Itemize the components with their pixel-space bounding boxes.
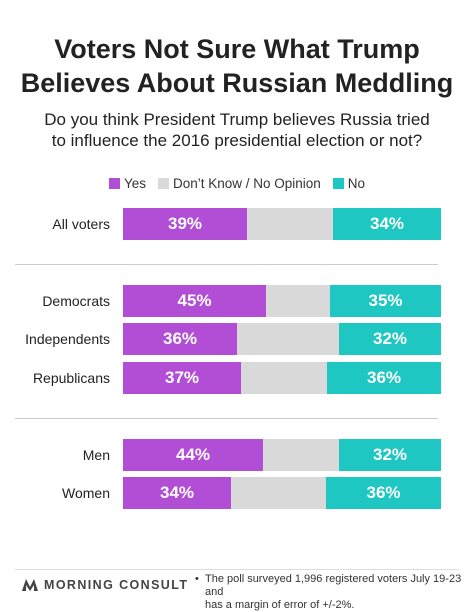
bar-segment-no: 32% — [339, 323, 441, 355]
data-label: 39% — [167, 214, 203, 233]
chart-title-line-2: Believes About Russian Meddling — [20, 68, 454, 98]
category-label: Men — [82, 447, 110, 463]
bar-segment-dont-know — [266, 285, 330, 317]
category-label: All voters — [52, 216, 110, 232]
legend-item-dont-know: Don’t Know / No Opinion — [157, 176, 321, 191]
bar-segment-no: 34% — [333, 208, 441, 240]
legend-label-yes: Yes — [123, 176, 146, 191]
bar-segment-yes: 36% — [123, 323, 237, 355]
stacked-bar: 45% 35% — [123, 285, 441, 317]
data-label: 36% — [162, 329, 198, 348]
footnote-line-1: The poll surveyed 1,996 registered voter… — [205, 573, 462, 598]
stacked-bar: 39% 34% — [123, 208, 441, 240]
data-label: 35% — [368, 291, 403, 310]
chart-subtitle-line-1: Do you think President Trump believes Ru… — [44, 110, 430, 129]
footer-divider — [15, 569, 459, 570]
data-label: 44% — [175, 445, 211, 464]
data-label: 37% — [164, 368, 200, 387]
brand-name: MORNING CONSULT — [44, 578, 189, 592]
data-label: 36% — [366, 368, 402, 387]
bar-segment-no: 36% — [326, 477, 441, 509]
data-label: 32% — [372, 329, 408, 348]
stacked-bar: 44% 32% — [123, 439, 441, 471]
bar-segment-no: 36% — [327, 362, 441, 394]
stacked-bar: 36% 32% — [123, 323, 441, 355]
group-divider — [15, 418, 438, 419]
data-label: 36% — [366, 483, 401, 502]
legend-label-dont-know: Don’t Know / No Opinion — [172, 176, 321, 191]
bar-segment-no: 32% — [339, 439, 441, 471]
footnote-line-2: has a margin of error of +/-2%. — [205, 599, 355, 611]
legend-swatch-yes — [108, 178, 120, 189]
category-label: Democrats — [42, 293, 110, 309]
bar-segment-yes: 44% — [123, 439, 263, 471]
category-label: Republicans — [32, 370, 110, 386]
data-label: 34% — [159, 483, 195, 502]
stacked-bar: 37% 36% — [123, 362, 441, 394]
chart-title-line-1: Voters Not Sure What Trump — [54, 34, 420, 64]
chart-legend: Yes Don’t Know / No Opinion No — [0, 176, 474, 191]
data-label: 34% — [369, 214, 405, 233]
chart-title: Voters Not Sure What Trump Believes Abou… — [0, 32, 474, 100]
legend-swatch-no — [332, 178, 344, 189]
bar-segment-dont-know — [247, 208, 333, 240]
chart-subtitle-line-2: to influence the 2016 presidential elect… — [51, 131, 423, 150]
group-divider — [15, 264, 438, 265]
bar-segment-yes: 39% — [123, 208, 247, 240]
legend-swatch-dont-know — [157, 178, 169, 189]
footnote: • The poll surveyed 1,996 registered vot… — [195, 573, 474, 612]
bar-segment-dont-know — [231, 477, 326, 509]
legend-label-no: No — [347, 176, 366, 191]
legend-item-no: No — [332, 176, 366, 191]
data-label: 32% — [372, 445, 408, 464]
category-label: Women — [62, 485, 110, 501]
morning-consult-logo-icon — [22, 579, 38, 591]
bar-segment-dont-know — [241, 362, 327, 394]
bar-segment-yes: 34% — [123, 477, 231, 509]
brand-logo: MORNING CONSULT — [22, 578, 188, 592]
footnote-bullet: • — [195, 573, 199, 585]
bar-segment-yes: 37% — [123, 362, 241, 394]
legend-item-yes: Yes — [108, 176, 146, 191]
bar-segment-yes: 45% — [123, 285, 266, 317]
chart-subtitle: Do you think President Trump believes Ru… — [0, 109, 474, 151]
bar-segment-no: 35% — [330, 285, 441, 317]
data-label: 45% — [177, 291, 212, 310]
bar-segment-dont-know — [237, 323, 339, 355]
stacked-bar: 34% 36% — [123, 477, 441, 509]
category-label: Independents — [25, 331, 110, 347]
bar-segment-dont-know — [263, 439, 339, 471]
